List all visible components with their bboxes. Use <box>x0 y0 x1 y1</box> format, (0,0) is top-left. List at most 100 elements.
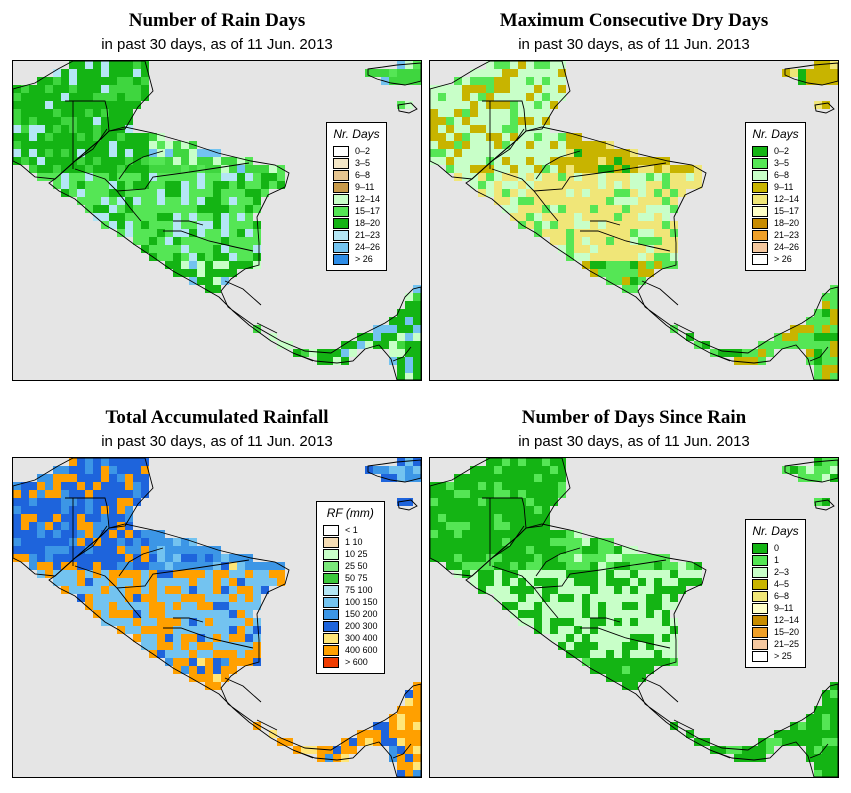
grid-cell <box>798 325 806 333</box>
legend-label: 9–11 <box>355 182 375 192</box>
grid-cell <box>502 69 510 77</box>
grid-cell <box>550 578 558 586</box>
grid-cell <box>670 586 678 594</box>
grid-cell <box>566 578 574 586</box>
grid-cell <box>53 522 61 530</box>
grid-cell <box>157 141 165 149</box>
grid-cell <box>101 458 109 466</box>
grid-cell <box>454 149 462 157</box>
grid-cell <box>189 562 197 570</box>
grid-cell <box>526 125 534 133</box>
grid-cell <box>165 546 173 554</box>
grid-cell <box>630 245 638 253</box>
grid-cell <box>117 570 125 578</box>
grid-cell <box>45 101 53 109</box>
grid-cell <box>534 109 542 117</box>
grid-cell <box>229 189 237 197</box>
grid-cell <box>526 205 534 213</box>
grid-cell <box>221 586 229 594</box>
legend-swatch <box>333 229 349 241</box>
grid-cell <box>397 722 405 730</box>
grid-cell <box>213 634 221 642</box>
grid-cell <box>478 554 486 562</box>
grid-cell <box>670 197 678 205</box>
grid-cell <box>221 626 229 634</box>
grid-cell <box>638 221 646 229</box>
grid-cell <box>430 109 438 117</box>
grid-cell <box>814 714 822 722</box>
grid-cell <box>253 562 261 570</box>
grid-cell <box>53 490 61 498</box>
grid-cell <box>830 458 838 466</box>
grid-cell <box>253 634 261 642</box>
grid-cell <box>446 101 454 109</box>
grid-cell <box>686 570 694 578</box>
grid-cell <box>638 642 646 650</box>
grid-cell <box>454 506 462 514</box>
grid-cell <box>397 309 405 317</box>
grid-cell <box>782 466 790 474</box>
grid-cell <box>486 490 494 498</box>
grid-cell <box>638 618 646 626</box>
grid-cell <box>614 562 622 570</box>
grid-cell <box>229 610 237 618</box>
grid-cell <box>590 141 598 149</box>
grid-cell <box>558 197 566 205</box>
grid-cell <box>694 578 702 586</box>
grid-cell <box>77 69 85 77</box>
grid-cell <box>470 77 478 85</box>
grid-cell <box>462 490 470 498</box>
grid-cell <box>245 562 253 570</box>
grid-cell <box>534 586 542 594</box>
grid-cell <box>389 317 397 325</box>
grid-cell <box>397 746 405 754</box>
grid-cell <box>574 594 582 602</box>
grid-cell <box>462 474 470 482</box>
grid-cell <box>462 562 470 570</box>
grid-cell <box>478 85 486 93</box>
grid-cell <box>494 69 502 77</box>
grid-cell <box>189 618 197 626</box>
grid-cell <box>814 349 822 357</box>
grid-cell <box>157 157 165 165</box>
grid-cell <box>638 610 646 618</box>
grid-cell <box>85 125 93 133</box>
grid-cell <box>470 506 478 514</box>
grid-cell <box>173 173 181 181</box>
grid-cell <box>502 594 510 602</box>
grid-cell <box>518 490 526 498</box>
grid-cell <box>205 261 213 269</box>
grid-cell <box>542 506 550 514</box>
grid-cell <box>598 602 606 610</box>
grid-cell <box>550 498 558 506</box>
grid-cell <box>117 229 125 237</box>
legend-days-since-rain: Nr. Days 0 1 2–3 4–5 6–8 9–11 12–14 15–20 21–25 >… <box>745 519 807 668</box>
grid-cell <box>93 197 101 205</box>
grid-cell <box>405 738 413 746</box>
grid-cell <box>598 578 606 586</box>
grid-cell <box>510 530 518 538</box>
grid-cell <box>269 181 277 189</box>
grid-cell <box>229 658 237 666</box>
grid-cell <box>405 325 413 333</box>
grid-cell <box>678 165 686 173</box>
grid-cell <box>157 602 165 610</box>
grid-cell <box>510 101 518 109</box>
grid-cell <box>830 746 838 754</box>
grid-cell <box>205 682 213 690</box>
grid-cell <box>93 141 101 149</box>
grid-cell <box>125 610 133 618</box>
grid-cell <box>53 109 61 117</box>
grid-cell <box>590 221 598 229</box>
grid-cell <box>45 530 53 538</box>
grid-cell <box>566 594 574 602</box>
grid-cell <box>790 341 798 349</box>
grid-cell <box>806 317 814 325</box>
grid-cell <box>45 149 53 157</box>
grid-cell <box>141 538 149 546</box>
grid-cell <box>237 610 245 618</box>
grid-cell <box>598 650 606 658</box>
grid-cell <box>590 165 598 173</box>
grid-cell <box>69 458 77 466</box>
grid-cell <box>542 173 550 181</box>
